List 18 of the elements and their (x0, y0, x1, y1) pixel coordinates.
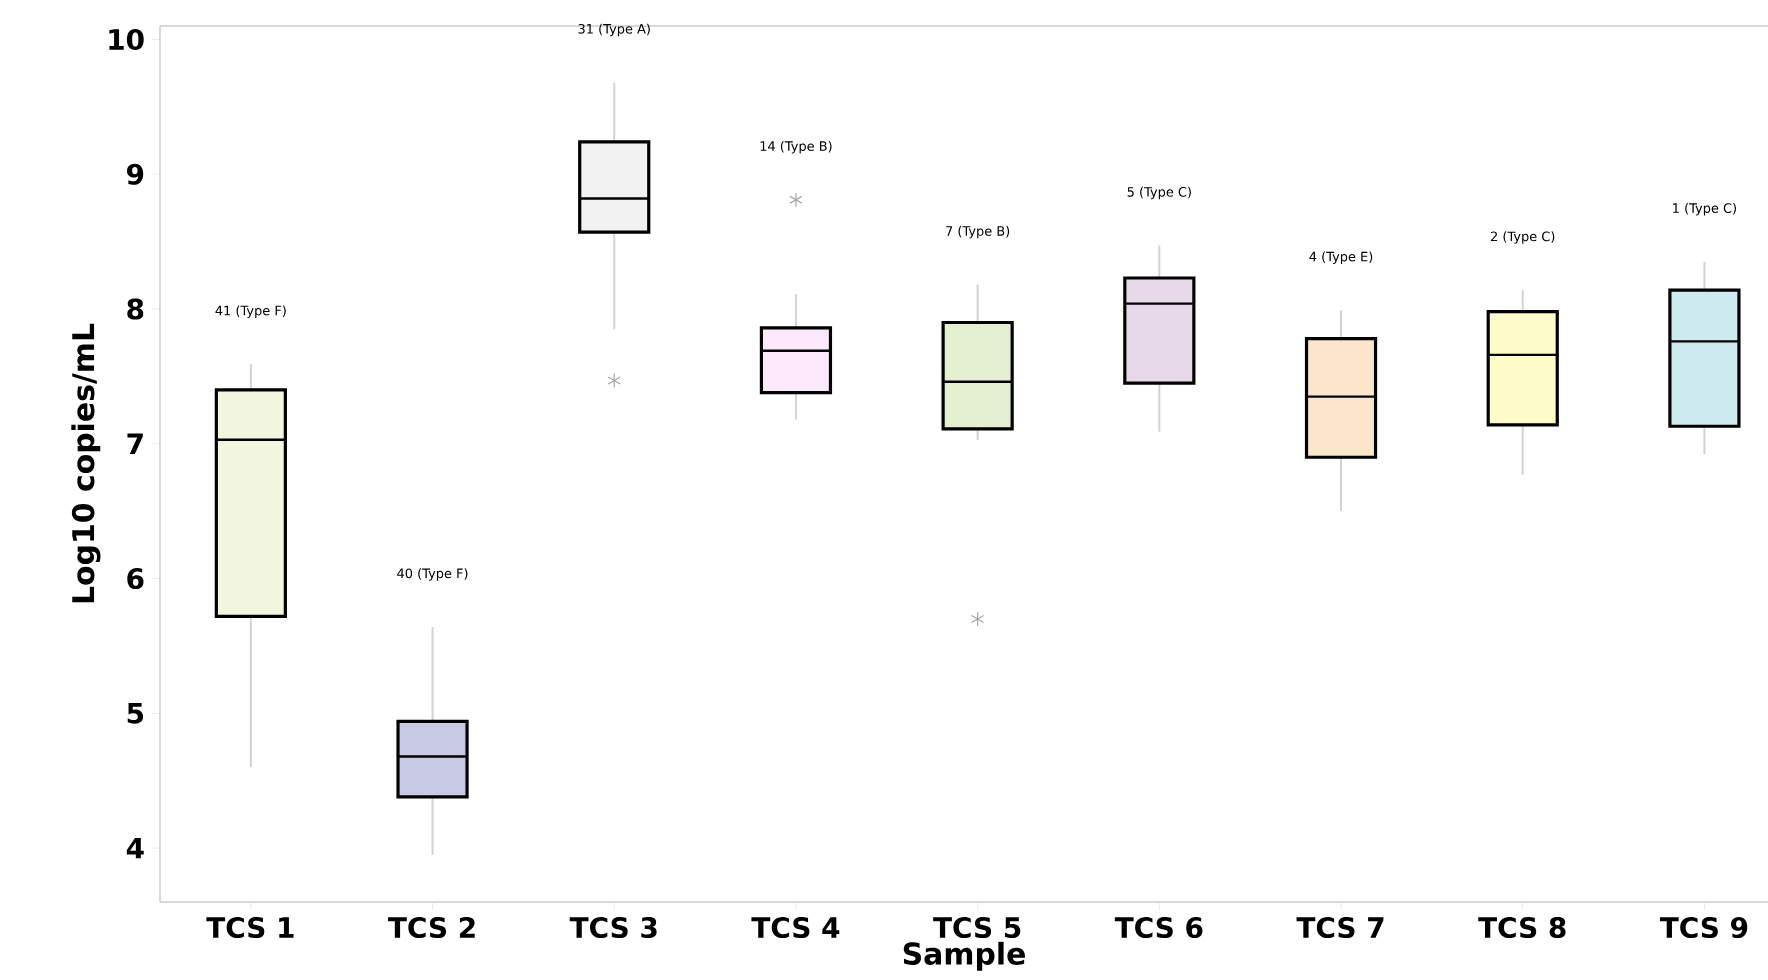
y-tick-label: 8 (127, 298, 144, 320)
x-tick-label: TCS 6 (1114, 917, 1203, 939)
x-tick-label: TCS 8 (1478, 917, 1566, 939)
x-axis-title: Sample (903, 941, 1025, 971)
x-tick-label: TCS 7 (1296, 917, 1384, 939)
x-tick-label: TCS 4 (751, 917, 840, 939)
y-tick-label: 4 (126, 837, 144, 859)
x-tick-label: TCS 1 (206, 917, 294, 939)
y-axis-title: Log10 copies/mL (71, 323, 101, 603)
y-tick-label: 9 (127, 163, 144, 185)
x-tick-label: TCS 9 (1659, 917, 1748, 939)
x-tick-label: TCS 3 (569, 917, 657, 939)
y-tick-label: 10 (109, 28, 144, 51)
y-tick-label: 5 (127, 702, 144, 724)
x-tick-label: TCS 5 (933, 917, 1021, 939)
y-tick-label: 7 (127, 433, 143, 454)
y-tick-label: 6 (127, 568, 144, 590)
x-tick-label: TCS 2 (388, 917, 475, 939)
